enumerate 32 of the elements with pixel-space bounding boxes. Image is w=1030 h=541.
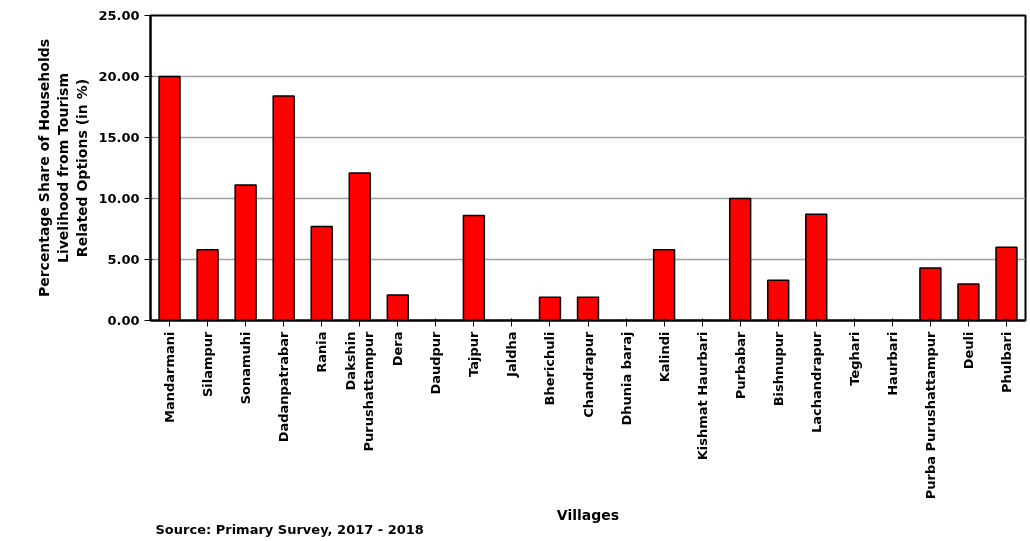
x-axis-title: Villages — [556, 507, 620, 524]
x-tick-label: Teghari — [846, 331, 862, 386]
x-tick-label: Deuli — [960, 331, 976, 370]
x-tick-label: Bishnupur — [770, 330, 786, 407]
x-tick-label: Mandarmani — [162, 331, 178, 423]
x-tick-label: Daudpur — [428, 330, 444, 395]
x-tick-label: Haurbari — [884, 331, 900, 396]
x-tick-label: Phulbari — [998, 331, 1014, 393]
x-tick-label: Rania — [314, 331, 330, 373]
y-tick-label: 5.00 — [107, 252, 140, 267]
x-tick-label: Dera — [390, 331, 406, 367]
y-tick-label: 0.00 — [107, 313, 140, 328]
x-tick-label: Jaldha — [504, 331, 520, 378]
x-tick-label: Dadanpatrabar — [276, 330, 292, 443]
y-tick-label: 10.00 — [98, 191, 140, 206]
x-tick-label: Bherichuli — [542, 331, 558, 406]
y-tick-label: 25.00 — [98, 8, 140, 23]
x-tick-label: Chandrapur — [580, 330, 596, 418]
y-tick-label: 15.00 — [98, 130, 140, 145]
x-tick-label: Kalindi — [656, 331, 672, 383]
x-tick-label: Purbabar — [732, 330, 748, 400]
x-tick-label: Lachandrapur — [808, 330, 824, 434]
x-tick-label: Tajpur — [466, 330, 482, 377]
y-tick-label: 20.00 — [98, 69, 140, 84]
y-axis-title: Percentage Share of Households Livelihood from Tourism Related Options (in %) — [35, 38, 91, 298]
x-tick-label: Dhunia baraj — [618, 331, 634, 426]
x-tick-label: Silampur — [200, 330, 216, 398]
x-tick-label: Purba Purushattampur — [922, 330, 938, 500]
source-note: Source: Primary Survey, 2017 - 2018 — [155, 521, 424, 537]
x-tick-label: Sonamuhi — [238, 331, 254, 405]
x-tick-label: Dakshin Purushattampur — [343, 330, 377, 452]
x-tick-label: Kishmat Haurbari — [694, 331, 710, 461]
